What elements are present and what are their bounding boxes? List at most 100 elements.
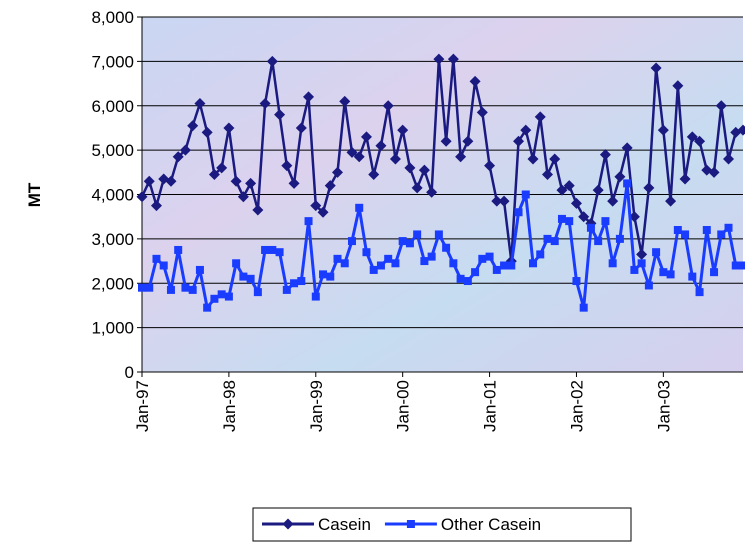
data-point bbox=[288, 177, 300, 189]
data-point bbox=[165, 175, 177, 187]
data-point bbox=[434, 230, 443, 239]
legend-label: Casein bbox=[318, 515, 371, 534]
data-point bbox=[304, 217, 313, 226]
data-point bbox=[652, 248, 661, 257]
data-point bbox=[688, 272, 697, 281]
data-point bbox=[143, 175, 155, 187]
y-tick-label: 7,000 bbox=[91, 52, 134, 71]
data-point bbox=[274, 109, 286, 121]
data-point bbox=[174, 245, 183, 254]
data-point bbox=[282, 285, 291, 294]
data-point bbox=[673, 226, 682, 234]
data-point bbox=[623, 179, 632, 188]
legend: Casein Other Casein bbox=[252, 507, 632, 542]
data-point bbox=[644, 281, 653, 290]
data-point bbox=[245, 177, 257, 189]
data-point bbox=[442, 243, 451, 252]
x-tick-label: Jan-99 bbox=[307, 380, 326, 432]
data-point bbox=[159, 261, 168, 270]
data-point bbox=[637, 259, 646, 268]
data-point bbox=[498, 195, 510, 207]
legend-swatch-marker bbox=[406, 520, 415, 528]
data-point bbox=[319, 270, 328, 279]
data-point bbox=[731, 261, 740, 270]
data-point bbox=[261, 245, 270, 254]
data-point bbox=[478, 254, 487, 263]
data-point bbox=[491, 195, 503, 207]
data-point bbox=[266, 55, 278, 67]
data-point bbox=[650, 62, 662, 74]
legend-box bbox=[252, 507, 632, 542]
data-point bbox=[672, 80, 684, 92]
data-point bbox=[563, 180, 575, 192]
x-tick-label: Jan-00 bbox=[394, 380, 413, 432]
data-point bbox=[534, 111, 546, 123]
data-point bbox=[433, 53, 445, 65]
data-point bbox=[311, 292, 320, 301]
data-point bbox=[527, 153, 539, 165]
data-point bbox=[404, 162, 416, 174]
data-point bbox=[715, 100, 727, 112]
data-point bbox=[332, 166, 344, 178]
data-point bbox=[469, 75, 481, 87]
data-point bbox=[413, 230, 422, 239]
data-point bbox=[210, 294, 219, 303]
data-point bbox=[216, 162, 228, 174]
x-tick-label: Jan-01 bbox=[481, 380, 500, 432]
data-point bbox=[360, 131, 372, 143]
data-point bbox=[223, 122, 235, 134]
data-point bbox=[636, 248, 648, 260]
data-point bbox=[217, 290, 226, 299]
data-point bbox=[643, 182, 655, 194]
y-tick-label: 1,000 bbox=[91, 319, 134, 338]
data-point bbox=[362, 248, 371, 257]
data-point bbox=[208, 169, 220, 181]
x-tick-label: Jan-03 bbox=[654, 380, 673, 432]
data-point bbox=[485, 252, 494, 261]
data-point bbox=[549, 153, 561, 165]
data-point bbox=[326, 272, 335, 281]
data-point bbox=[456, 274, 465, 283]
data-point bbox=[455, 151, 467, 163]
data-point bbox=[310, 200, 322, 212]
data-point bbox=[411, 182, 423, 194]
data-point bbox=[665, 195, 677, 207]
data-point bbox=[340, 259, 349, 268]
data-point bbox=[520, 124, 532, 136]
legend-swatch-marker bbox=[282, 518, 294, 530]
data-point bbox=[347, 237, 356, 246]
data-point bbox=[694, 135, 706, 147]
data-point bbox=[476, 106, 488, 118]
data-point bbox=[382, 100, 394, 112]
data-point bbox=[376, 261, 385, 270]
data-point bbox=[136, 191, 148, 203]
data-point bbox=[375, 140, 387, 152]
data-point bbox=[608, 259, 617, 268]
data-point bbox=[739, 261, 745, 270]
data-point bbox=[681, 230, 690, 239]
data-point bbox=[246, 274, 255, 283]
data-point bbox=[224, 292, 233, 301]
data-point bbox=[297, 277, 306, 286]
y-tick-label: 3,000 bbox=[91, 230, 134, 249]
data-point bbox=[679, 173, 691, 185]
data-point bbox=[630, 265, 639, 274]
data-point bbox=[449, 259, 458, 268]
data-point bbox=[333, 254, 342, 263]
y-tick-label: 6,000 bbox=[91, 97, 134, 116]
data-point bbox=[737, 124, 745, 136]
data-point bbox=[391, 259, 400, 268]
data-point bbox=[427, 252, 436, 261]
data-point bbox=[150, 200, 162, 212]
data-point bbox=[138, 283, 146, 292]
data-point bbox=[723, 153, 735, 165]
y-tick-label: 2,000 bbox=[91, 274, 134, 293]
data-point bbox=[239, 272, 248, 281]
data-point bbox=[405, 239, 414, 248]
data-point bbox=[601, 217, 610, 226]
x-tick-label: Jan-02 bbox=[567, 380, 586, 432]
data-point bbox=[607, 195, 619, 207]
data-point bbox=[708, 166, 720, 178]
data-point bbox=[592, 184, 604, 196]
data-point bbox=[484, 160, 496, 172]
